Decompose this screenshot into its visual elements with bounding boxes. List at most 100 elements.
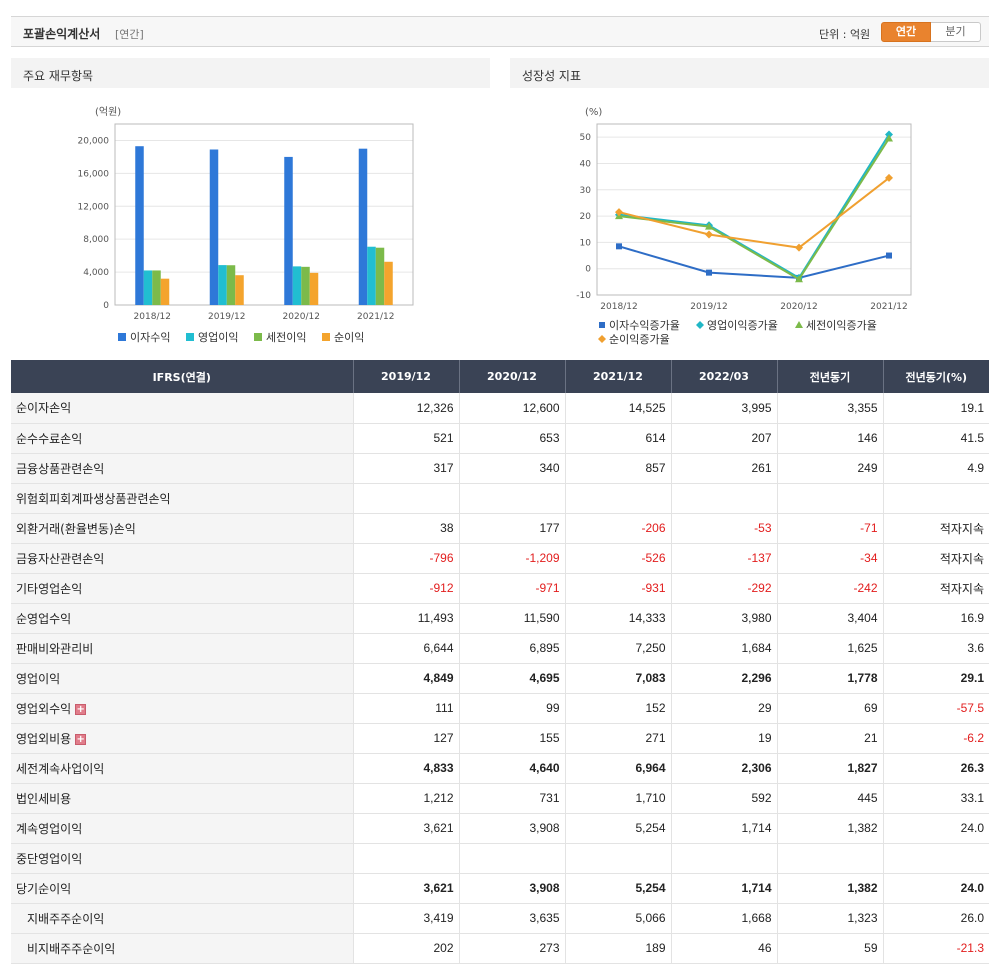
data-point: [885, 134, 893, 142]
data-point: [615, 208, 623, 217]
statement-title: 포괄손익계산서: [23, 27, 101, 41]
series-line-1: [618, 133, 890, 280]
table-cell: 3,419: [353, 903, 460, 934]
data-point: [885, 173, 893, 182]
row-label-text: 당기순이익: [16, 881, 72, 896]
row-label-text: 외환거래(환율변동)손익: [16, 521, 136, 536]
unit-label: 단위 : 억원: [819, 28, 871, 41]
bar-3: [309, 272, 319, 305]
header-col-2: 2020/12: [459, 360, 566, 393]
table-cell: 3,908: [459, 873, 566, 904]
table-cell: 857: [565, 453, 672, 484]
row-label-text: 영업외비용: [16, 731, 72, 746]
row-label: 순영업수익: [11, 603, 354, 634]
header-col-3: 2021/12: [565, 360, 672, 393]
table-cell: 14,333: [565, 603, 672, 634]
table-cell: 202: [353, 933, 460, 964]
table-cell: -292: [671, 573, 778, 604]
table-cell: 3.6: [883, 633, 989, 664]
table-row: 금융상품관련손익 317 340 857 261 249 4.9: [11, 453, 989, 484]
row-label: 금융상품관련손익: [11, 453, 354, 484]
y-tick-label: 16,000: [78, 169, 110, 179]
table-cell: 69: [777, 693, 884, 724]
quarterly-tab[interactable]: 분기: [931, 22, 981, 42]
table-cell: 189: [565, 933, 672, 964]
table-row: 기타영업손익 -912 -971 -931 -292 -242 적자지속: [11, 573, 989, 604]
table-cell: 38: [353, 513, 460, 544]
row-label-text: 법인세비용: [16, 791, 72, 806]
plot-frame: [114, 123, 414, 306]
table-cell: 46: [671, 933, 778, 964]
table-cell: 207: [671, 423, 778, 454]
row-label: 영업외비용 +: [11, 723, 354, 754]
table-cell: 3,635: [459, 903, 566, 934]
y-axis-unit-label: (억원): [95, 106, 121, 118]
table-cell: 1,827: [777, 753, 884, 784]
legend-label: 이자수익증가율: [609, 319, 680, 332]
header-ifrs: IFRS(연결): [11, 360, 354, 393]
row-label-text: 순이자손익: [16, 401, 72, 416]
table-cell: [777, 483, 884, 514]
table-cell: 1,382: [777, 813, 884, 844]
row-label-text: 영업외수익: [16, 701, 72, 716]
table-cell: 5,254: [565, 873, 672, 904]
data-point: [795, 243, 803, 252]
growth-chart: (%) -10 0 10 20 30 40 50 2018/12 2019/12 2020/12 20…: [576, 107, 912, 346]
annual-tab[interactable]: 연간: [881, 22, 931, 42]
bar-0: [284, 156, 293, 305]
table-row: 외환거래(환율변동)손익 38 177 -206 -53 -71 적자지속: [11, 513, 989, 544]
table-cell: 21: [777, 723, 884, 754]
y-axis-unit-label: (%): [585, 107, 602, 118]
header-col-5: 전년동기: [777, 360, 884, 393]
header-col-6: 전년동기(%): [883, 360, 989, 393]
legend-marker: [598, 335, 606, 343]
table-cell: -34: [777, 543, 884, 574]
data-point: [706, 269, 712, 276]
table-row: 당기순이익 3,621 3,908 5,254 1,714 1,382 24.0: [11, 873, 989, 904]
legend-label: 영업이익: [198, 331, 238, 344]
bar-1: [143, 270, 153, 305]
legend-swatch: [254, 333, 262, 341]
table-cell: 3,621: [353, 813, 460, 844]
table-cell: 2,306: [671, 753, 778, 784]
x-tick-label: 2019/12: [690, 302, 727, 312]
table-cell: 1,778: [777, 663, 884, 694]
row-label: 영업외수익 +: [11, 693, 354, 724]
table-cell: -242: [777, 573, 884, 604]
data-point: [705, 230, 713, 239]
table-cell: 99: [459, 693, 566, 724]
key-financials-title: 주요 재무항목: [11, 58, 490, 88]
table-cell: 4,640: [459, 753, 566, 784]
legend-swatch: [322, 333, 330, 341]
key-financials-panel: 주요 재무항목 (억원) 0 4,000 8,000 12,000 16,000 20,00…: [11, 58, 490, 359]
table-cell: 3,995: [671, 393, 778, 424]
bar-2: [375, 247, 385, 305]
y-tick-label: 20,000: [78, 136, 110, 146]
table-cell: 317: [353, 453, 460, 484]
plot-frame: [596, 123, 912, 296]
table-cell: 7,250: [565, 633, 672, 664]
table-row: 영업외비용 +127 155 271 19 21 -6.2: [11, 723, 989, 754]
expand-icon[interactable]: +: [75, 703, 87, 715]
legend-swatch: [118, 333, 126, 341]
growth-panel: 성장성 지표 (%) -10 0 10 20 30 40 50 2018/12 2019/12 20…: [510, 58, 989, 359]
table-cell: 4.9: [883, 453, 989, 484]
table-cell: [883, 483, 989, 514]
legend-label: 세전이익: [266, 331, 306, 344]
table-cell: 614: [565, 423, 672, 454]
header-col-1: 2019/12: [353, 360, 460, 393]
table-cell: 24.0: [883, 873, 989, 904]
table-cell: 1,684: [671, 633, 778, 664]
y-tick-label: 20: [580, 212, 592, 222]
table-row: 금융자산관련손익 -796 -1,209 -526 -137 -34 적자지속: [11, 543, 989, 574]
table-cell: [565, 843, 672, 874]
table-cell: 177: [459, 513, 566, 544]
table-cell: [353, 843, 460, 874]
row-label-text: 순영업수익: [16, 611, 72, 626]
bar-2: [301, 266, 310, 305]
bar-2: [152, 270, 161, 305]
expand-icon[interactable]: +: [75, 733, 87, 745]
y-tick-label: 8,000: [83, 235, 109, 245]
table-cell: -137: [671, 543, 778, 574]
data-point: [616, 243, 622, 250]
